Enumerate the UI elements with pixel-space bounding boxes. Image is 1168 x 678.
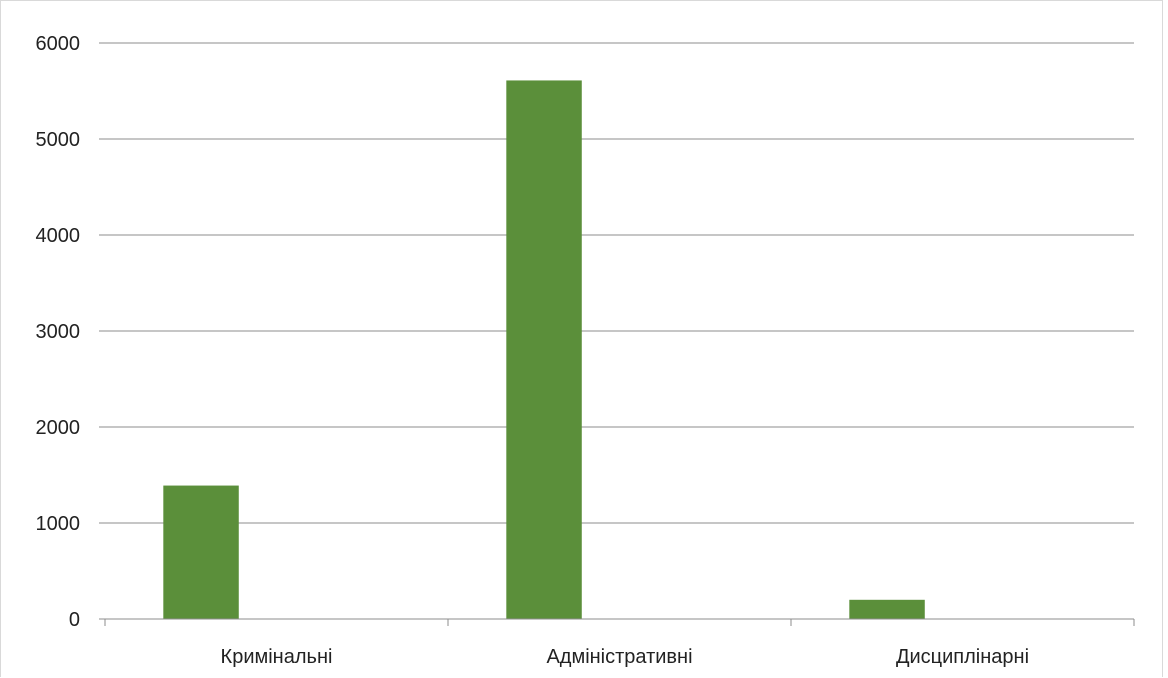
x-tick-label: Дисциплінарні	[896, 646, 1029, 668]
x-axis	[99, 618, 1135, 626]
x-tick-label: Адміністративні	[546, 646, 692, 668]
bar-3	[849, 599, 925, 619]
bar-2	[506, 80, 582, 619]
x-tick-label: Кримінальні	[221, 646, 333, 668]
y-tick-label: 5000	[36, 129, 81, 151]
y-tick-label: 4000	[36, 225, 81, 247]
bar-1	[163, 485, 239, 619]
bars	[163, 80, 925, 619]
y-tick-label: 6000	[36, 33, 81, 55]
y-tick-label: 0	[69, 609, 80, 631]
gridlines	[99, 42, 1134, 524]
y-tick-label: 3000	[36, 321, 81, 343]
y-tick-label: 2000	[36, 417, 81, 439]
y-tick-label: 1000	[36, 513, 81, 535]
y-axis-tick-labels: 0 1000 2000 3000 4000 5000 6000	[36, 33, 81, 631]
x-axis-tick-labels: Кримінальні Адміністративні Дисциплінарні	[221, 646, 1029, 668]
